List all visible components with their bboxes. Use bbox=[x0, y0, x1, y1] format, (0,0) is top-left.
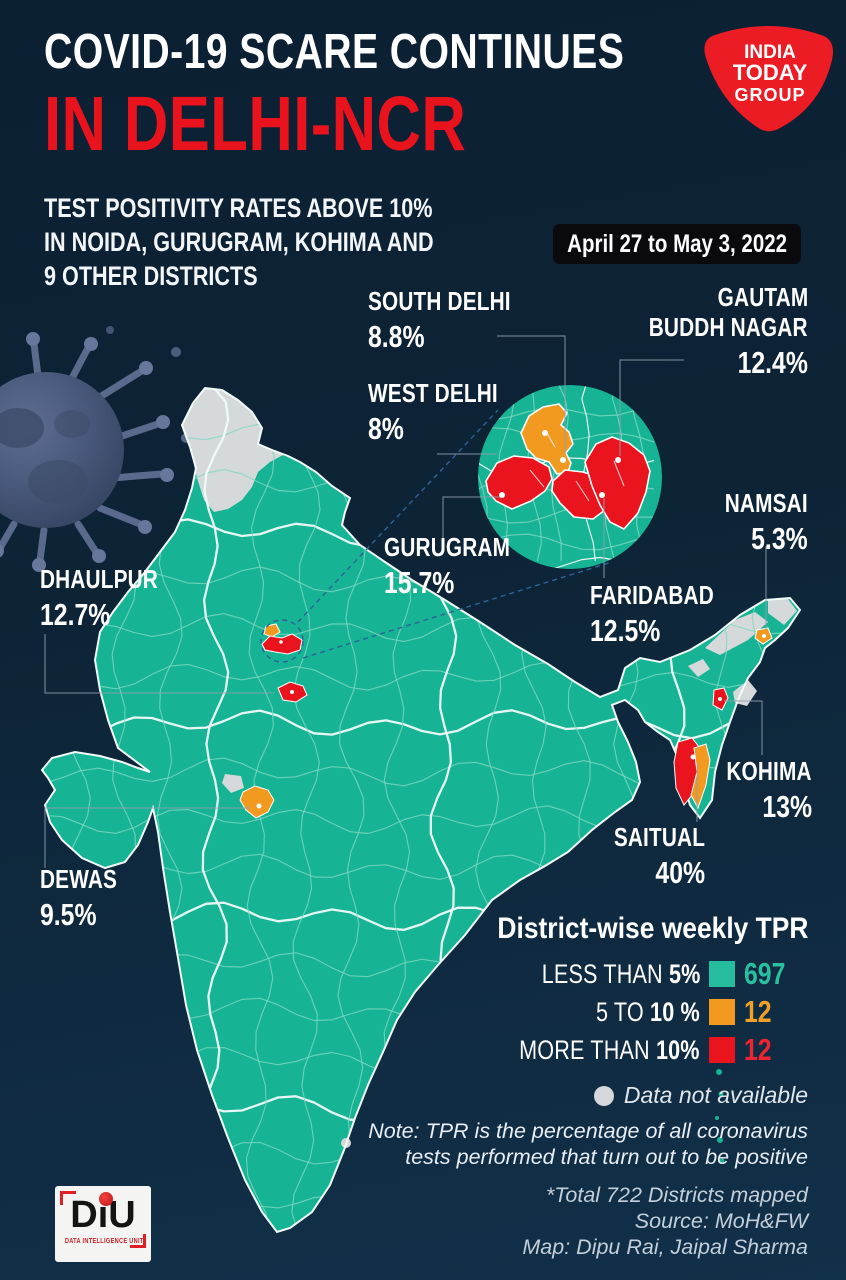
map-label-kohima: KOHIMA 13% bbox=[726, 756, 812, 824]
legend-no-data: Data not available bbox=[593, 1082, 808, 1109]
map-label-gurugram: GURUGRAM 15.7% bbox=[384, 532, 511, 600]
inset-district-dots bbox=[499, 430, 621, 498]
zoom-callout bbox=[260, 409, 613, 663]
svg-text:TODAY: TODAY bbox=[733, 60, 808, 85]
legend-row-5-to-10: 5 TO 10 % 12 bbox=[596, 994, 772, 1029]
andaman-islands bbox=[713, 1049, 725, 1164]
legend-title: District-wise weekly TPR bbox=[496, 912, 808, 945]
diu-virus-dot-icon bbox=[99, 1192, 113, 1206]
map-label-faridabad: FARIDABAD 12.5% bbox=[590, 580, 714, 648]
india-today-group-logo: INDIA TODAY GROUP bbox=[704, 26, 833, 132]
tpr-note: Note: TPR is the percentage of all coron… bbox=[368, 1119, 808, 1170]
legend-swatch-teal bbox=[709, 961, 735, 987]
coronavirus-icon bbox=[0, 326, 191, 572]
map-label-dewas: DEWAS 9.5% bbox=[40, 864, 118, 932]
diu-bracket-icon bbox=[60, 1191, 76, 1205]
diu-bracket-icon bbox=[130, 1234, 146, 1248]
svg-text:GROUP: GROUP bbox=[734, 85, 805, 105]
map-label-gautam-buddh-nagar: GAUTAM BUDDH NAGAR 12.4% bbox=[649, 282, 808, 380]
diu-tagline: DATA INTELLIGENCE UNIT bbox=[64, 1238, 144, 1245]
label-leader-lines bbox=[44, 335, 767, 868]
legend-row-less-than-5: LESS THAN 5% 697 bbox=[541, 956, 786, 991]
page-title-line2: IN DELHI-NCR bbox=[44, 81, 467, 167]
page-title-line1: COVID-19 SCARE CONTINUES bbox=[44, 25, 625, 79]
date-range-badge: April 27 to May 3, 2022 bbox=[553, 224, 801, 264]
map-label-namsai: NAMSAI 5.3% bbox=[724, 488, 808, 556]
diu-logo: DiU DATA INTELLIGENCE UNIT bbox=[55, 1186, 151, 1262]
highlighted-districts bbox=[239, 623, 773, 819]
svg-text:INDIA: INDIA bbox=[744, 42, 796, 63]
legend-row-more-than-10: MORE THAN 10% 12 bbox=[519, 1032, 772, 1067]
map-label-saitual: SAITUAL 40% bbox=[613, 822, 705, 890]
page-subtitle: TEST POSITIVITY RATES ABOVE 10% IN NOIDA… bbox=[44, 193, 434, 291]
legend-swatch-orange bbox=[709, 999, 735, 1025]
delhi-ncr-inset bbox=[478, 385, 662, 569]
map-label-west-delhi: WEST DELHI 8% bbox=[368, 378, 498, 446]
legend-swatch-red bbox=[709, 1037, 735, 1063]
source-credits: *Total 722 Districts mapped Source: MoH&… bbox=[522, 1183, 808, 1260]
no-data-dot-icon bbox=[593, 1085, 614, 1106]
map-label-south-delhi: SOUTH DELHI 8.8% bbox=[368, 286, 511, 354]
map-label-dhaulpur: DHAULPUR 12.7% bbox=[40, 564, 158, 632]
